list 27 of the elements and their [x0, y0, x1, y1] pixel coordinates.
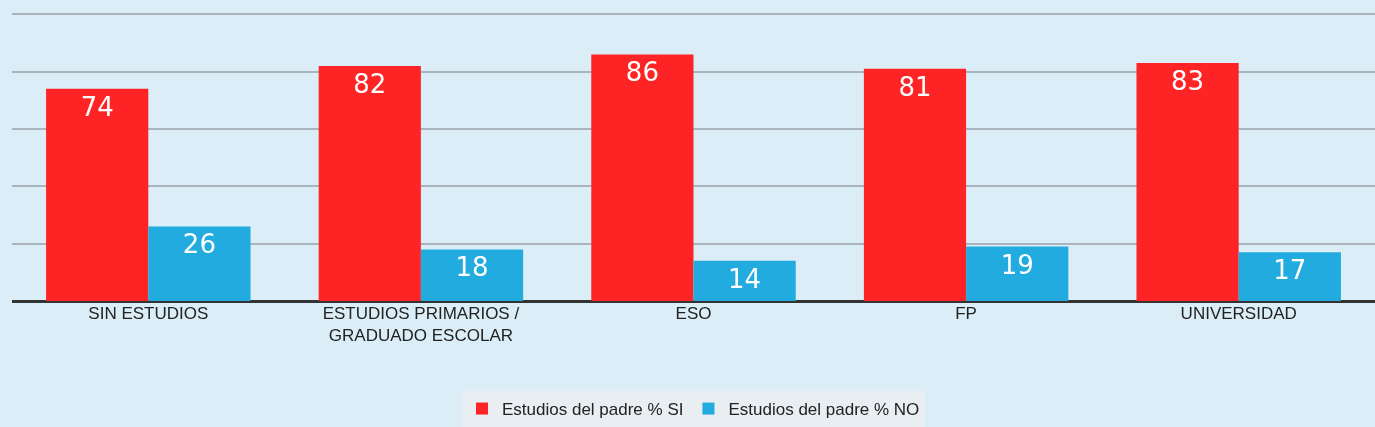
- data-label: 19: [1000, 249, 1034, 280]
- bar: [318, 65, 421, 301]
- legend-label: Estudios del padre % NO: [728, 400, 920, 420]
- data-label: 17: [1273, 255, 1307, 286]
- bar: [420, 249, 524, 301]
- data-label: 81: [898, 71, 932, 102]
- bar: [148, 226, 251, 301]
- data-label: 18: [455, 252, 489, 283]
- data-label: 74: [80, 91, 114, 122]
- legend-label: Estudios del padre % SI: [502, 400, 684, 420]
- x-tick-label: SIN ESTUDIOS: [88, 304, 209, 323]
- x-tick-label: ESO: [675, 304, 712, 323]
- x-tick-label: FP: [955, 304, 977, 323]
- bar: [1136, 63, 1239, 301]
- bar: [46, 88, 149, 301]
- bar: [1238, 252, 1341, 301]
- data-label: 86: [625, 57, 659, 88]
- x-tick-label: UNIVERSIDAD: [1180, 304, 1297, 323]
- data-label: 82: [353, 68, 387, 99]
- x-tick-label: ESTUDIOS PRIMARIOS / GRADUADO ESCOLAR: [322, 304, 520, 346]
- data-label: 83: [1171, 66, 1205, 97]
- data-label: 26: [182, 229, 216, 260]
- data-label: 14: [728, 263, 762, 294]
- bar: [863, 68, 967, 301]
- bar: [693, 260, 796, 301]
- bar: [591, 54, 694, 301]
- bar: [966, 246, 1069, 301]
